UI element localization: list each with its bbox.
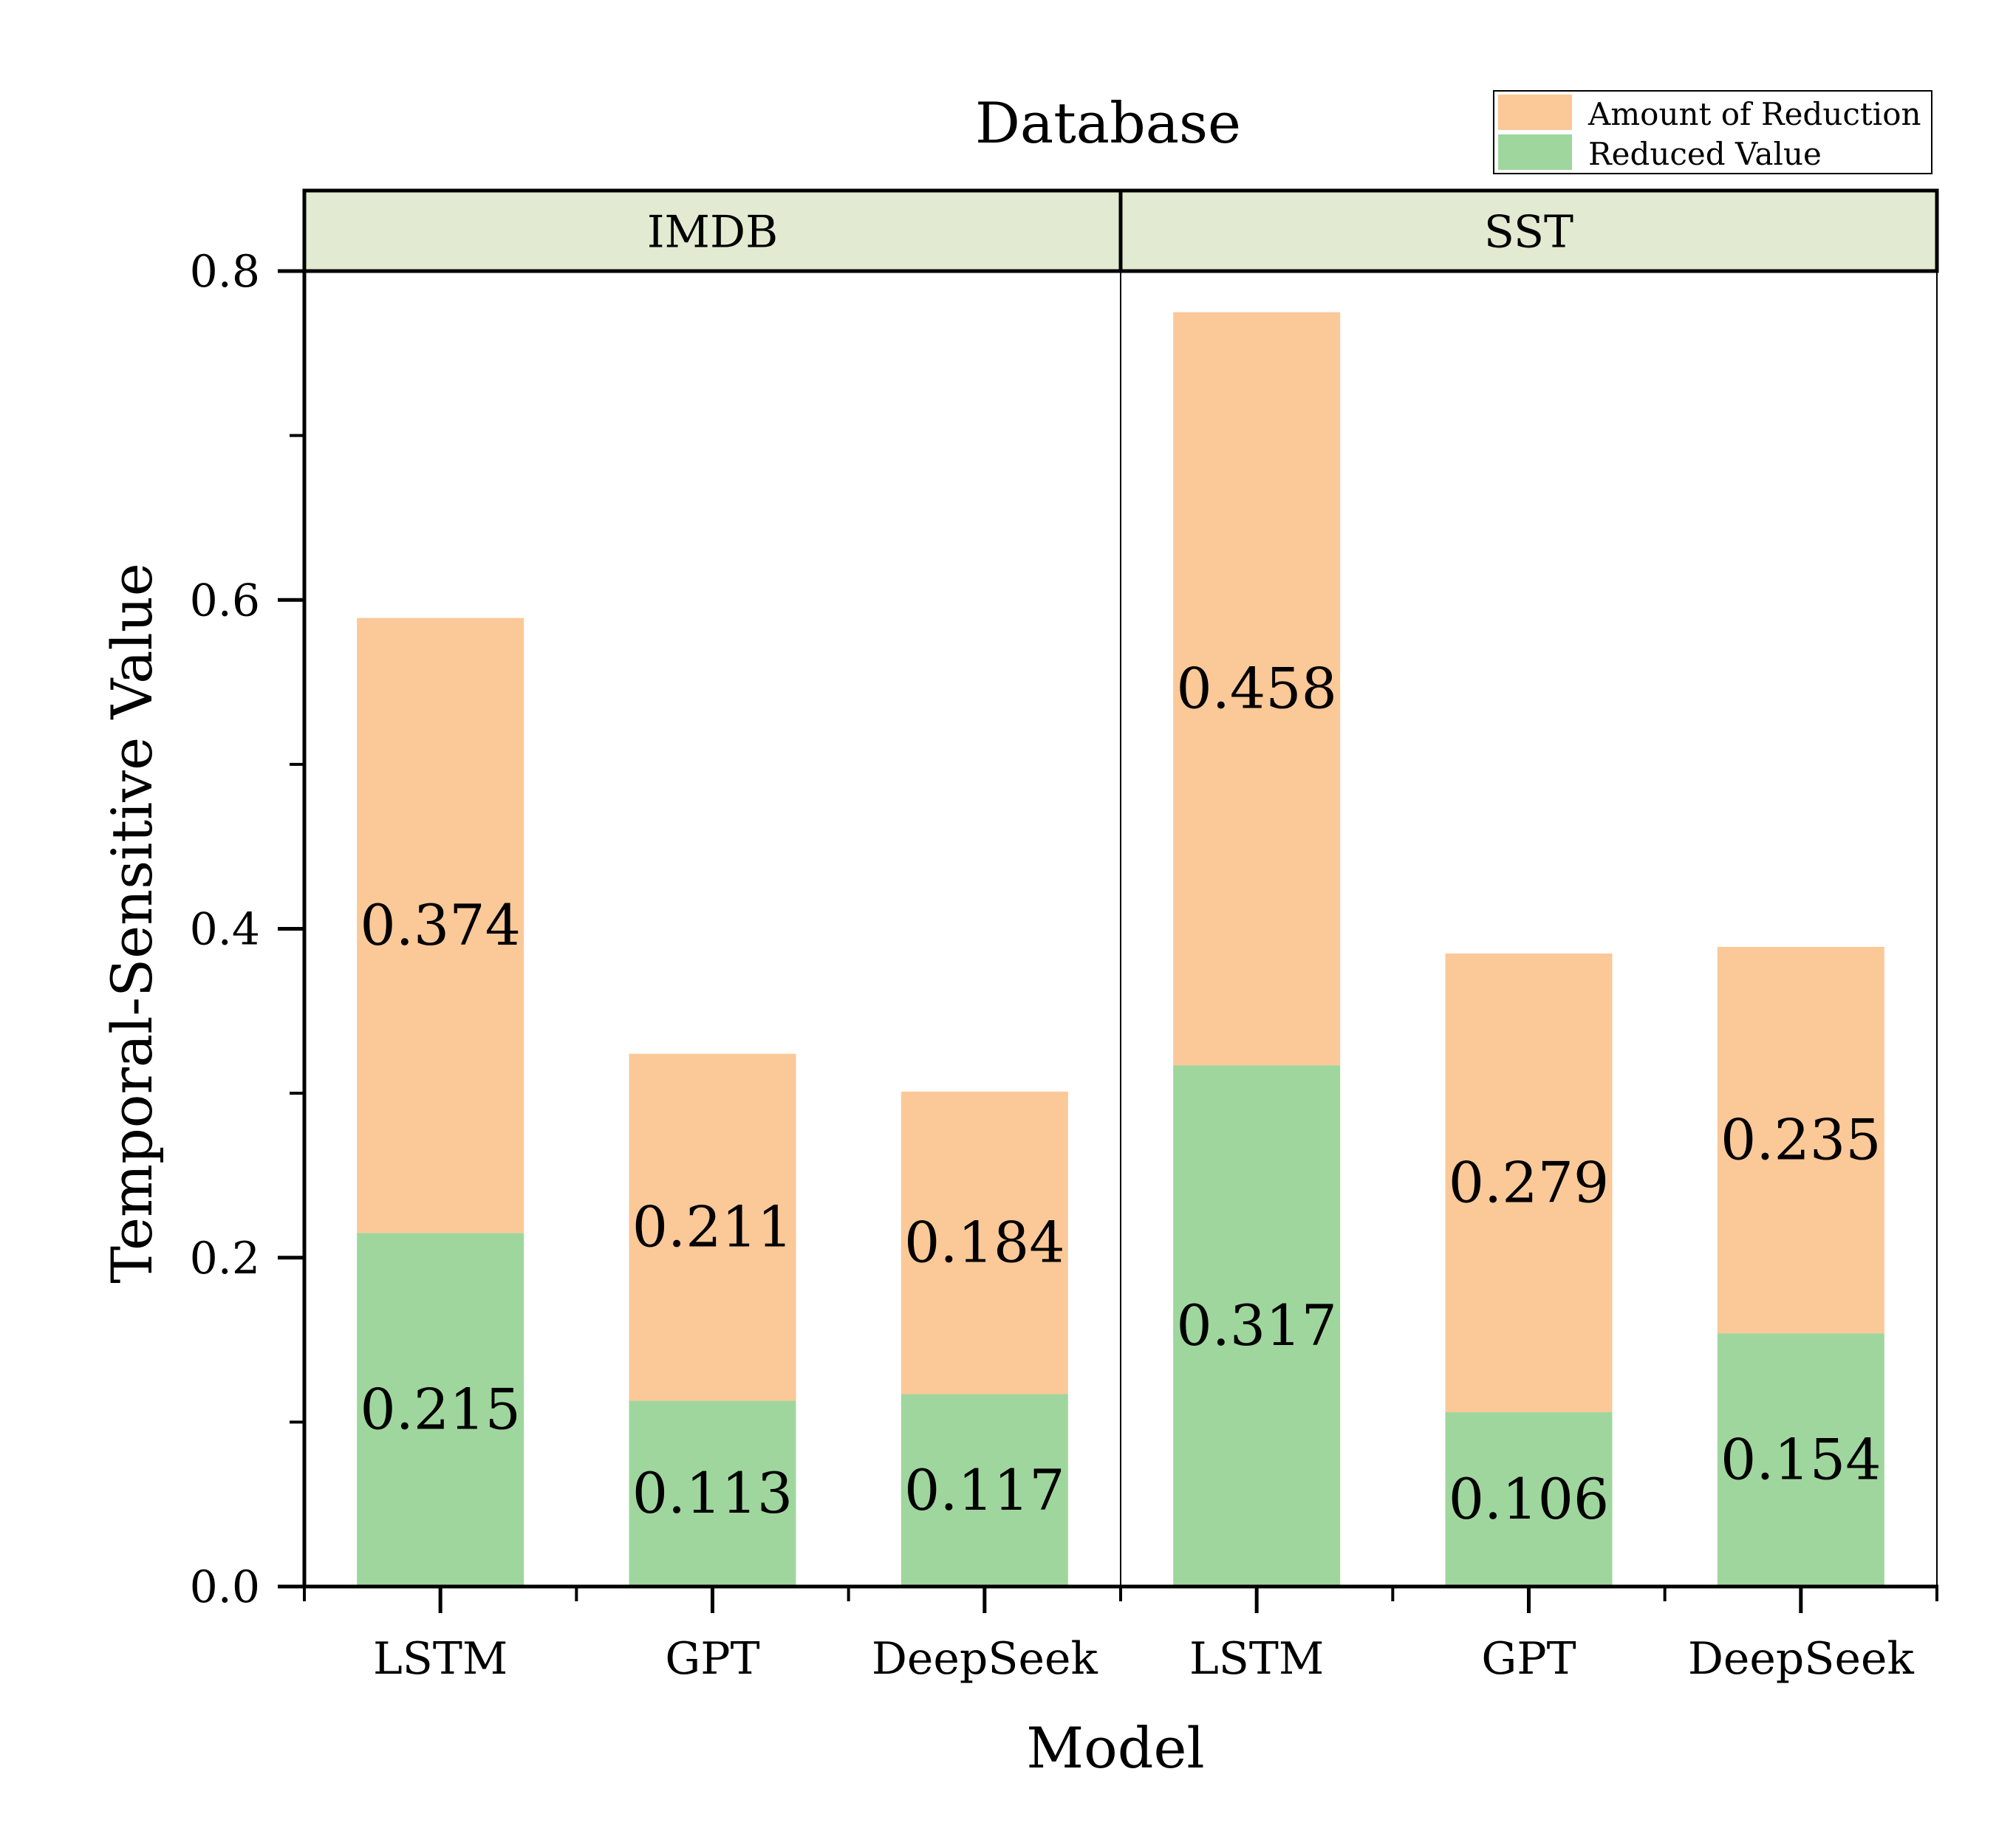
- bar-sst-deepseek-reduced-value: [1717, 1333, 1884, 1587]
- labels-layer: IMDB 0.215 0.374 LSTM 0.113 0.211 GPT 0.117 0.18…: [190, 207, 1915, 1686]
- y-tick-label-3: 0.6: [190, 575, 260, 626]
- y-tick-label-0: 0.0: [190, 1561, 260, 1613]
- data-label-sst-lstm-reduced-value: 0.317: [1176, 1293, 1337, 1358]
- x-tick-label-sst-deepseek: DeepSeek: [1688, 1633, 1915, 1685]
- bars-layer: [357, 312, 1884, 1587]
- data-label-imdb-gpt-amount-of-reduction: 0.211: [632, 1194, 793, 1260]
- data-label-imdb-lstm-reduced-value: 0.215: [360, 1377, 521, 1443]
- bar-sst-deepseek-amount-of-reduction: [1717, 946, 1884, 1334]
- y-tick-label-4: 0.8: [190, 246, 260, 298]
- x-tick-label-imdb-deepseek: DeepSeek: [872, 1633, 1098, 1685]
- bar-imdb-deepseek-reduced-value: [900, 1394, 1068, 1587]
- data-label-sst-gpt-reduced-value: 0.106: [1449, 1466, 1610, 1532]
- y-tick-label-1: 0.2: [190, 1233, 260, 1284]
- x-axis-title: Model: [1026, 1715, 1205, 1781]
- data-label-sst-lstm-amount-of-reduction: 0.458: [1176, 655, 1337, 721]
- y-axis-title: Temporal-Sensitive Value: [99, 563, 165, 1284]
- panel-header-sst: [1118, 188, 1939, 273]
- bar-imdb-lstm-reduced-value: [357, 1233, 524, 1587]
- bar-sst-lstm-amount-of-reduction: [1173, 312, 1341, 1066]
- data-label-imdb-lstm-amount-of-reduction: 0.374: [360, 892, 521, 958]
- axes-layer: [278, 188, 1939, 1613]
- x-tick-label-sst-gpt: GPT: [1481, 1633, 1576, 1685]
- panel-label-sst: SST: [1484, 207, 1573, 259]
- data-label-imdb-gpt-reduced-value: 0.113: [632, 1460, 793, 1526]
- data-label-sst-deepseek-reduced-value: 0.154: [1720, 1427, 1882, 1493]
- panel-header-imdb: [302, 188, 1123, 273]
- legend-label-reduced-value: Reduced Value: [1588, 136, 1822, 172]
- bar-imdb-gpt-amount-of-reduction: [629, 1053, 796, 1401]
- legend-swatch-amount-of-reduction: [1498, 95, 1572, 130]
- chart-title: Database: [975, 90, 1241, 156]
- legend-label-amount-of-reduction: Amount of Reduction: [1587, 96, 1921, 132]
- panel-label-imdb: IMDB: [647, 207, 778, 259]
- x-tick-label-sst-lstm: LSTM: [1189, 1633, 1324, 1685]
- bar-imdb-lstm-amount-of-reduction: [357, 617, 524, 1233]
- data-label-sst-deepseek-amount-of-reduction: 0.235: [1720, 1107, 1882, 1173]
- data-label-imdb-deepseek-amount-of-reduction: 0.184: [904, 1210, 1065, 1276]
- legend: Amount of Reduction Reduced Value: [1493, 90, 1932, 174]
- x-tick-label-imdb-lstm: LSTM: [373, 1633, 507, 1685]
- bar-imdb-gpt-reduced-value: [629, 1400, 796, 1587]
- data-label-sst-gpt-amount-of-reduction: 0.279: [1449, 1149, 1610, 1215]
- data-label-imdb-deepseek-reduced-value: 0.117: [904, 1457, 1065, 1523]
- legend-swatch-reduced-value: [1498, 134, 1572, 170]
- x-tick-label-imdb-gpt: GPT: [665, 1633, 759, 1685]
- bar-sst-gpt-amount-of-reduction: [1445, 953, 1613, 1413]
- bar-sst-gpt-reduced-value: [1445, 1412, 1613, 1587]
- bar-imdb-deepseek-amount-of-reduction: [900, 1091, 1068, 1394]
- bar-sst-lstm-reduced-value: [1173, 1065, 1341, 1587]
- y-tick-label-2: 0.4: [190, 904, 260, 956]
